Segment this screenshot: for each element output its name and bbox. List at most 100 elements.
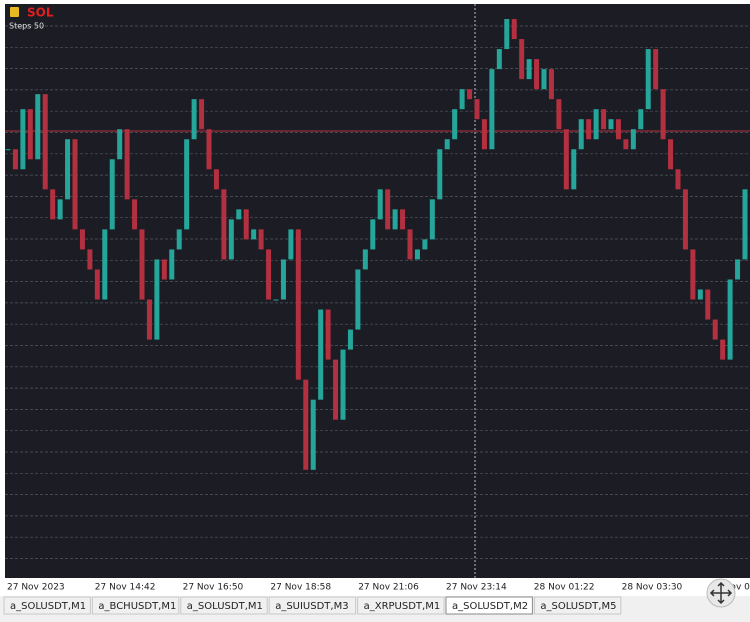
time-label: 27 Nov 2023 (7, 583, 65, 593)
candle (295, 229, 301, 380)
candle (154, 259, 160, 340)
tab[interactable] (445, 596, 533, 615)
candle (437, 149, 443, 200)
tab[interactable] (91, 596, 180, 615)
candle (720, 339, 726, 360)
candle (310, 399, 316, 470)
candle (467, 89, 473, 100)
candle (489, 69, 495, 150)
move-icon-arrows[interactable] (709, 581, 733, 605)
candle (347, 329, 353, 350)
candle (258, 229, 264, 250)
candle (392, 209, 398, 230)
candle (668, 139, 674, 170)
candle (593, 109, 599, 140)
candle (333, 359, 339, 420)
candle (608, 119, 614, 130)
candle (221, 189, 227, 260)
tab[interactable] (357, 596, 445, 615)
tab-label[interactable]: a_SOLUSDT,M2 (452, 601, 528, 612)
candle (228, 219, 234, 260)
candle (340, 349, 346, 420)
candle (742, 189, 748, 260)
tabs: a_SOLUSDT,M1 a_BCHUSDT,M1 a_SOLUSDT,M1 a_SU… (3, 596, 622, 615)
candle (586, 119, 592, 140)
candle (690, 249, 696, 300)
time-label: 27 Nov 23:14 (446, 583, 507, 593)
symbol-icon (10, 7, 19, 17)
candle (191, 99, 197, 140)
candle (355, 269, 361, 330)
tab-label[interactable]: a_SOLUSDT,M1 (187, 601, 263, 612)
tab[interactable] (533, 596, 622, 615)
candle (459, 89, 465, 110)
candle (243, 209, 249, 240)
candle (615, 119, 621, 140)
candle (362, 249, 368, 270)
candle (102, 229, 108, 300)
grid (5, 25, 750, 559)
candle (5, 149, 11, 151)
symbol: SOL (27, 6, 54, 20)
tab-label[interactable]: a_BCHUSDT,M1 (98, 601, 176, 612)
move-icon[interactable] (706, 578, 736, 608)
candles (5, 19, 748, 470)
candle (50, 189, 56, 220)
candle (117, 129, 123, 160)
candle (42, 94, 48, 190)
candle (697, 289, 703, 300)
candle (526, 59, 532, 80)
candle (578, 119, 584, 150)
candle (303, 379, 309, 470)
time-label: 27 Nov 21:06 (358, 583, 419, 593)
candle (79, 229, 85, 250)
candle (266, 249, 272, 300)
tab[interactable] (268, 596, 357, 615)
tab-label[interactable]: a_SOLUSDT,M5 (540, 601, 616, 612)
candle (65, 139, 71, 200)
candle (623, 139, 629, 150)
candle (400, 209, 406, 230)
tab-label[interactable]: a_SOLUSDT,M1 (10, 601, 86, 612)
candle (601, 109, 607, 130)
candle (94, 269, 100, 300)
candle (27, 109, 33, 160)
candle (12, 149, 18, 170)
candle (132, 199, 138, 230)
candle (35, 94, 41, 160)
candle (146, 299, 152, 340)
candle (444, 139, 450, 150)
candle (124, 129, 130, 200)
time-label: 27 Nov 16:50 (183, 583, 244, 593)
tab[interactable] (3, 596, 91, 615)
candle (407, 229, 413, 260)
candle (280, 259, 286, 300)
candle (727, 279, 733, 360)
candle (705, 289, 711, 320)
candle (57, 199, 63, 220)
candle (288, 229, 294, 260)
candle (511, 19, 517, 40)
candle (199, 99, 205, 130)
candle (519, 39, 525, 80)
candle (87, 249, 93, 270)
candle (682, 189, 688, 250)
candle (161, 259, 167, 280)
candle (414, 249, 420, 260)
candle (139, 229, 145, 300)
candle (638, 109, 644, 130)
time-labels: 27 Nov 2023 27 Nov 14:42 27 Nov 16:50 27 No… (7, 583, 750, 593)
candle (735, 259, 741, 280)
candle (645, 49, 651, 110)
candle (452, 109, 458, 140)
tab-label[interactable]: a_SUIUSDT,M3 (275, 601, 348, 612)
time-label: 28 Nov 01:22 (534, 583, 595, 593)
candle (675, 169, 681, 190)
time-label: 27 Nov 18:58 (270, 583, 331, 593)
tab[interactable] (180, 596, 268, 615)
candle (72, 139, 78, 230)
tab-label[interactable]: a_XRPUSDT,M1 (364, 601, 441, 612)
candle (213, 169, 219, 190)
